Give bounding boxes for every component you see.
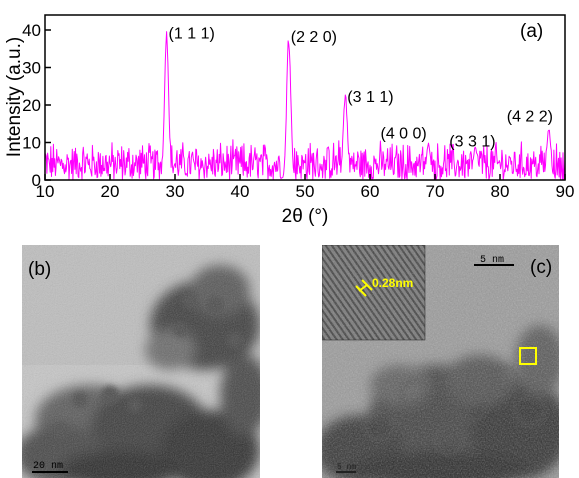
peak-label: (1 1 1) [169, 25, 215, 42]
y-tick-label: 0 [32, 171, 41, 190]
x-tick-label: 20 [101, 182, 120, 201]
y-tick-label: 20 [22, 96, 41, 115]
scale-bar-c-top-label: 5 nm [480, 255, 504, 266]
panel-label-b: (b) [28, 259, 51, 280]
y-tick-label: 40 [22, 21, 41, 40]
xrd-trace [44, 31, 566, 181]
peak-label: (2 2 0) [291, 29, 337, 46]
lattice-spacing-label: 0.28nm [372, 276, 413, 290]
y-axis-label: Intensity (a.u.) [4, 37, 25, 157]
panel-label-c: (c) [530, 257, 552, 278]
peak-label: (3 3 1) [449, 133, 495, 150]
x-tick-label: 30 [166, 182, 185, 201]
x-tick-label: 80 [491, 182, 510, 201]
y-tick-label: 30 [22, 59, 41, 78]
selected-region-box [519, 347, 537, 365]
xrd-chart: (1 1 1) (2 2 0) (3 1 1) (4 0 0) (3 3 1) (4 2 … [4, 14, 575, 227]
y-tick-label: 10 [22, 134, 41, 153]
x-tick-label: 10 [36, 182, 55, 201]
peak-label: (3 1 1) [347, 89, 393, 106]
x-tick-label: 90 [556, 182, 575, 201]
scale-bar-b-label: 20 nm [33, 461, 63, 472]
x-tick-label: 40 [231, 182, 250, 201]
peak-label: (4 0 0) [381, 126, 427, 143]
x-tick-label: 70 [426, 182, 445, 201]
x-tick-label: 60 [361, 182, 380, 201]
lattice-inset [322, 245, 426, 341]
hrtem-image-c: 0.28nm (c) 5 nm 5 nm [322, 245, 559, 478]
x-tick-label: 50 [296, 182, 315, 201]
scale-bar-c-bottom-label: 5 nm [337, 463, 356, 472]
peak-label: (4 2 2) [507, 109, 553, 126]
lattice-spacing-marker [355, 279, 373, 297]
x-axis-label: 2θ (°) [282, 206, 329, 227]
panel-label-a: (a) [520, 21, 543, 42]
tem-image-b: (b) 20 nm [22, 245, 260, 478]
